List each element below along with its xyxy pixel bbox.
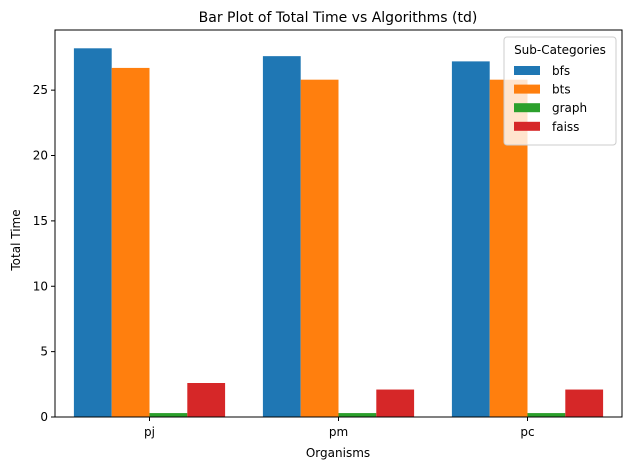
y-tick-label: 10 xyxy=(33,279,48,293)
x-axis: pj pm pc xyxy=(144,417,535,439)
legend-title: Sub-Categories xyxy=(514,43,606,57)
bar-graph-pc xyxy=(527,413,566,417)
bar-graph-pj xyxy=(149,413,188,417)
legend-label-graph: graph xyxy=(552,101,587,115)
bar-bfs-pj xyxy=(73,48,112,418)
legend-swatch-bts xyxy=(514,84,540,94)
bar-bts-pj xyxy=(111,67,150,418)
legend-swatch-faiss xyxy=(514,121,540,131)
y-tick-label: 20 xyxy=(33,149,48,163)
legend-swatch-graph xyxy=(514,103,540,113)
y-tick-label: 15 xyxy=(33,214,48,228)
bar-faiss-pm xyxy=(376,389,415,417)
plot-frame xyxy=(54,29,623,418)
chart-title: Bar Plot of Total Time vs Algorithms (td… xyxy=(199,10,478,26)
bar-bfs-pm xyxy=(262,56,301,417)
bar-bfs-pc xyxy=(451,61,490,417)
legend-frame xyxy=(503,36,617,146)
legend: Sub-Categories bfs bts graph faiss xyxy=(503,36,617,146)
bar-bts-pm xyxy=(300,79,339,417)
legend-label-faiss: faiss xyxy=(552,120,579,134)
legend-label-bfs: bfs xyxy=(552,64,570,78)
bar-graph-pm xyxy=(338,413,377,417)
y-axis-label: Total Time xyxy=(9,209,23,271)
x-tick-label: pj xyxy=(144,425,155,439)
y-tick-label: 5 xyxy=(40,345,48,359)
y-tick-label: 25 xyxy=(33,83,48,97)
x-tick-label: pm xyxy=(329,425,348,439)
legend-swatch-bfs xyxy=(514,66,540,75)
x-axis-label: Organisms xyxy=(306,446,370,460)
legend-label-bts: bts xyxy=(552,83,571,97)
y-axis: 0 5 10 15 20 25 xyxy=(33,83,55,424)
y-tick-label: 0 xyxy=(40,410,48,424)
x-tick-label: pc xyxy=(520,425,534,439)
bar-faiss-pj xyxy=(187,383,226,417)
bar-faiss-pc xyxy=(565,389,604,417)
plot-area xyxy=(73,48,604,418)
